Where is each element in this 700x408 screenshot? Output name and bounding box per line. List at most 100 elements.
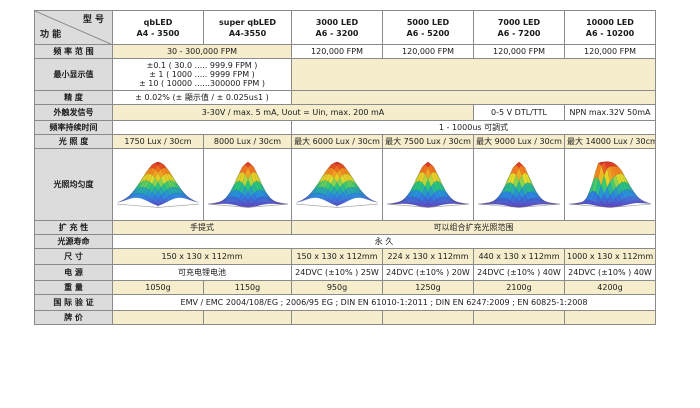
surface-facet xyxy=(627,200,634,204)
model-code: A6 - 5200 xyxy=(406,28,450,38)
surface-facet xyxy=(236,203,243,206)
model-name: 3000 LED xyxy=(315,17,359,27)
row-expansion: 扩 充 性 手提式 可以组合扩充光照范围 xyxy=(34,220,656,235)
row-min-display: 最小显示值 ±0.1 ( 30.0 ..... 999.9 FPM ) ± 1 … xyxy=(34,58,656,91)
price-value xyxy=(291,310,383,325)
model-header-4: 5000 LED A6 - 5200 xyxy=(382,10,474,45)
surface-facet xyxy=(247,173,254,187)
surface-facet xyxy=(510,172,517,184)
surface-facet xyxy=(333,164,341,173)
surface-facet xyxy=(221,200,229,204)
freq-range-value: 30 - 300,000 FPM xyxy=(112,44,292,59)
row-trigger: 外触发信号 3-30V / max. 5 mA, Uout = Uin, max… xyxy=(34,104,656,121)
model-code: A4 - 3500 xyxy=(136,28,180,38)
surface-facet xyxy=(427,173,434,187)
illuminance-value: 最大 7500 Lux / 30cm xyxy=(382,134,474,149)
power-value: 24DVC (±10% ) 40W xyxy=(564,264,656,281)
model-header-6: 10000 LED A6 - 10200 xyxy=(564,10,656,45)
freq-range-value: 120,000 FPM xyxy=(382,44,474,59)
surface-facet xyxy=(316,192,323,198)
price-value xyxy=(564,310,656,325)
surface-facet xyxy=(515,161,523,168)
accuracy-value: ± 0.02% (± 顯示值 / ± 0.025us1 ) xyxy=(112,90,292,105)
surface-facet xyxy=(603,161,611,169)
freq-range-value: 120,000 FPM xyxy=(564,44,656,59)
surface-facet xyxy=(518,187,525,199)
corner-function-label: 功 能 xyxy=(40,30,62,40)
weight-value: 4200g xyxy=(564,280,656,295)
surface-facet xyxy=(415,203,423,206)
surface-facet xyxy=(233,196,240,203)
uniformity-plot-cell xyxy=(112,148,204,221)
row-label: 外触发信号 xyxy=(34,104,113,121)
light-distribution-plot xyxy=(296,161,378,208)
surface-facet xyxy=(604,186,611,200)
surface-facet xyxy=(244,191,252,201)
row-label: 扩 充 性 xyxy=(34,220,113,235)
surface-facet xyxy=(492,198,499,203)
surface-facet xyxy=(606,202,614,206)
surface-facet xyxy=(216,200,223,204)
surface-facet xyxy=(401,200,408,204)
trigger-value: 3-30V / max. 5 mA, Uout = Uin, max. 200 … xyxy=(112,104,474,121)
model-header-1: qbLED A4 - 3500 xyxy=(112,10,204,45)
surface-facet xyxy=(157,186,164,196)
surface-facet xyxy=(592,201,599,206)
surface-facet xyxy=(369,197,376,202)
surface-facet xyxy=(527,190,534,199)
surface-facet xyxy=(521,172,528,184)
surface-facet xyxy=(354,192,361,198)
surface-facet xyxy=(527,198,534,204)
surface-facet xyxy=(513,174,520,189)
surface-facet xyxy=(331,186,338,196)
surface-facet xyxy=(160,162,168,169)
surface-facet xyxy=(140,179,147,188)
surface-facet xyxy=(607,205,613,207)
uniformity-plot-cell xyxy=(382,148,474,221)
surface-facet xyxy=(433,203,441,206)
surface-facet xyxy=(348,179,355,188)
model-code: A6 - 10200 xyxy=(585,28,635,38)
uniformity-plot-cell xyxy=(564,148,656,221)
row-label: 电 源 xyxy=(34,264,113,281)
surface-facet xyxy=(154,202,162,206)
corner-model-label: 型 号 xyxy=(82,15,104,25)
accuracy-empty xyxy=(291,90,656,105)
surface-facet xyxy=(518,197,526,204)
surface-facet xyxy=(253,203,260,206)
surface-facet xyxy=(442,200,449,204)
surface-facet xyxy=(512,197,520,204)
expansion-value: 手提式 xyxy=(112,220,292,235)
row-label: 光照均匀度 xyxy=(34,148,113,221)
model-name: 7000 LED xyxy=(497,17,541,27)
surface-facet xyxy=(239,171,246,183)
surface-facet xyxy=(239,192,246,201)
surface-facet xyxy=(184,194,191,200)
surface-facet xyxy=(296,199,302,203)
illuminance-value: 最大 14000 Lux / 30cm xyxy=(564,134,656,149)
weight-value: 950g xyxy=(291,280,383,295)
light-distribution-plot xyxy=(207,161,289,208)
surface-facet xyxy=(589,199,596,205)
corner-cell: 型 号 功 能 xyxy=(34,10,113,45)
surface-facet xyxy=(589,176,596,194)
row-freq-range: 频 率 范 围 30 - 300,000 FPM 120,000 FPM 120… xyxy=(34,44,656,59)
surface-facet xyxy=(521,201,529,206)
surface-facet xyxy=(250,200,257,205)
row-accuracy: 精 度 ± 0.02% (± 顯示值 / ± 0.025us1 ) xyxy=(34,90,656,105)
surface-facet xyxy=(498,186,505,197)
price-value xyxy=(382,310,474,325)
surface-facet xyxy=(336,186,343,196)
surface-facet xyxy=(418,200,426,205)
surface-facet xyxy=(624,188,631,196)
surface-facet xyxy=(518,174,525,189)
surface-facet xyxy=(448,200,455,204)
surface-facet xyxy=(430,200,438,205)
surface-facet xyxy=(160,183,167,193)
surface-facet xyxy=(245,205,251,208)
surface-facet xyxy=(372,199,378,203)
surface-facet xyxy=(348,171,355,181)
surface-facet xyxy=(454,201,461,204)
surface-facet xyxy=(418,163,426,174)
surface-facet xyxy=(169,171,176,181)
